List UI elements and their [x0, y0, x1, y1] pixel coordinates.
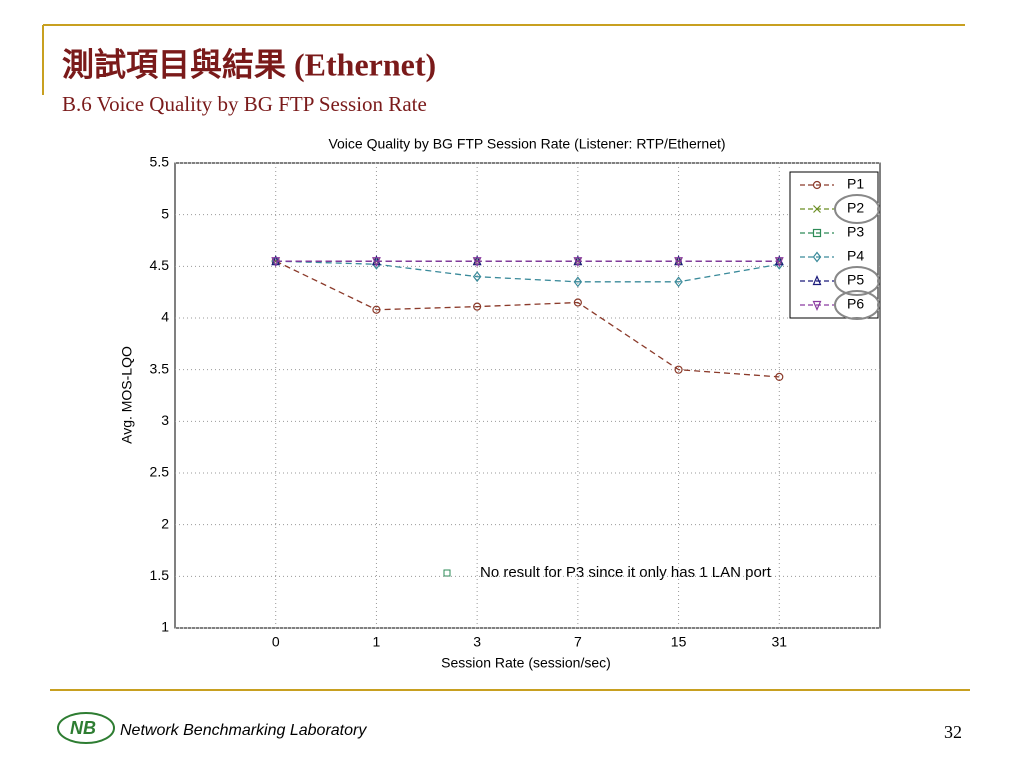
- x-tick-label: 7: [574, 634, 582, 650]
- marker: [812, 251, 822, 263]
- highlight-circle: [834, 290, 880, 320]
- y-tick-label: 3: [161, 412, 169, 428]
- y-tick-label: 2: [161, 515, 169, 531]
- slide-subtitle: B.6 Voice Quality by BG FTP Session Rate: [62, 92, 427, 116]
- y-axis-label: Avg. MOS-LQO: [119, 346, 135, 444]
- x-tick-label: 3: [473, 634, 481, 650]
- marker: [812, 180, 822, 190]
- marker: [271, 257, 281, 268]
- legend-label: P4: [847, 248, 864, 264]
- y-tick-label: 1: [161, 619, 169, 635]
- annotation: No result for P3 since it only has 1 LAN…: [480, 564, 772, 581]
- logo: NB: [57, 712, 115, 744]
- marker: [813, 205, 821, 213]
- y-tick-label: 2.5: [150, 464, 170, 480]
- marker: [812, 300, 822, 311]
- x-axis-label: Session Rate (session/sec): [441, 655, 611, 671]
- y-tick-label: 5.5: [150, 154, 170, 170]
- x-tick-label: 31: [771, 634, 787, 650]
- y-tick-label: 4: [161, 309, 169, 325]
- highlight-circle: [834, 266, 880, 296]
- marker: [573, 276, 583, 288]
- y-tick-label: 3.5: [150, 360, 170, 376]
- marker: [573, 257, 583, 268]
- highlight-circle: [834, 194, 880, 224]
- legend-label: P6: [847, 296, 864, 312]
- marker: [812, 275, 822, 286]
- series-line: [275, 260, 780, 283]
- y-tick-label: 1.5: [150, 567, 170, 583]
- annotation-bullet: [443, 569, 451, 577]
- marker: [774, 257, 784, 268]
- marker: [573, 298, 582, 307]
- slide-title: 測試項目與結果 (Ethernet): [62, 46, 436, 82]
- y-tick-label: 5: [161, 205, 169, 221]
- marker: [674, 257, 683, 268]
- legend-label: P1: [847, 176, 864, 192]
- marker: [472, 257, 482, 268]
- legend-label: P5: [847, 272, 864, 288]
- legend-label: P2: [847, 200, 864, 216]
- marker: [674, 276, 683, 288]
- marker: [674, 365, 683, 374]
- marker: [812, 228, 822, 238]
- marker: [372, 257, 381, 268]
- legend-label: P3: [847, 224, 864, 240]
- plot-frame: [174, 162, 881, 629]
- svg-text:NB: NB: [70, 718, 96, 738]
- footer-org: Network Benchmarking Laboratory: [120, 722, 367, 739]
- marker: [472, 271, 482, 283]
- marker: [775, 372, 784, 381]
- x-tick-label: 15: [671, 634, 687, 650]
- x-tick-label: 0: [272, 634, 280, 650]
- marker: [473, 302, 482, 311]
- marker: [372, 305, 381, 314]
- legend-box: [789, 171, 879, 319]
- x-tick-label: 1: [373, 634, 381, 650]
- series-line: [275, 260, 780, 378]
- y-tick-label: 4.5: [150, 257, 170, 273]
- chart-title: Voice Quality by BG FTP Session Rate (Li…: [328, 136, 725, 152]
- page-number: 32: [944, 722, 962, 742]
